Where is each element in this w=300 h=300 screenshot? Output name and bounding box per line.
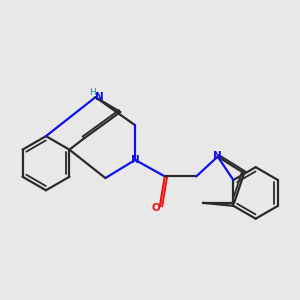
Text: N: N bbox=[95, 92, 104, 101]
Text: H: H bbox=[90, 88, 96, 98]
Text: N: N bbox=[213, 151, 222, 161]
Text: O: O bbox=[152, 203, 160, 213]
Text: N: N bbox=[131, 155, 140, 165]
